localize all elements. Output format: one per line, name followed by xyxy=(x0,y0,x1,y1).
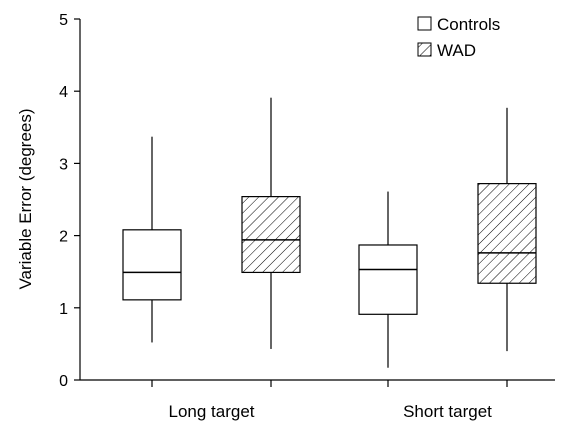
box-wad-0 xyxy=(241,97,301,349)
legend-label-wad: WAD xyxy=(437,41,476,60)
y-tick-label-5: 5 xyxy=(59,12,68,29)
iqr-box xyxy=(241,196,301,274)
x-axis: Long target Short target xyxy=(80,379,555,421)
legend-label-controls: Controls xyxy=(437,15,500,34)
y-tick-label-2: 2 xyxy=(59,229,68,246)
iqr-box xyxy=(358,244,418,315)
legend: Controls WAD xyxy=(417,15,500,60)
box-controls-0 xyxy=(122,136,182,343)
y-tick-label-0: 0 xyxy=(59,373,68,390)
y-axis: 0 1 2 3 4 5 xyxy=(59,12,81,390)
iqr-box xyxy=(477,183,537,284)
iqr-box xyxy=(122,229,182,301)
y-tick-label-4: 4 xyxy=(59,84,68,101)
y-tick-label-1: 1 xyxy=(59,301,68,318)
legend-swatch-wad xyxy=(417,42,432,57)
legend-swatch-controls xyxy=(417,16,432,31)
x-category-label-1: Short target xyxy=(403,402,492,421)
boxes-layer xyxy=(122,97,537,368)
box-controls-1 xyxy=(358,191,418,368)
x-category-label-0: Long target xyxy=(168,402,254,421)
box-wad-1 xyxy=(477,107,537,352)
y-tick-label-3: 3 xyxy=(59,156,68,173)
y-axis-label: Variable Error (degrees) xyxy=(16,108,35,289)
